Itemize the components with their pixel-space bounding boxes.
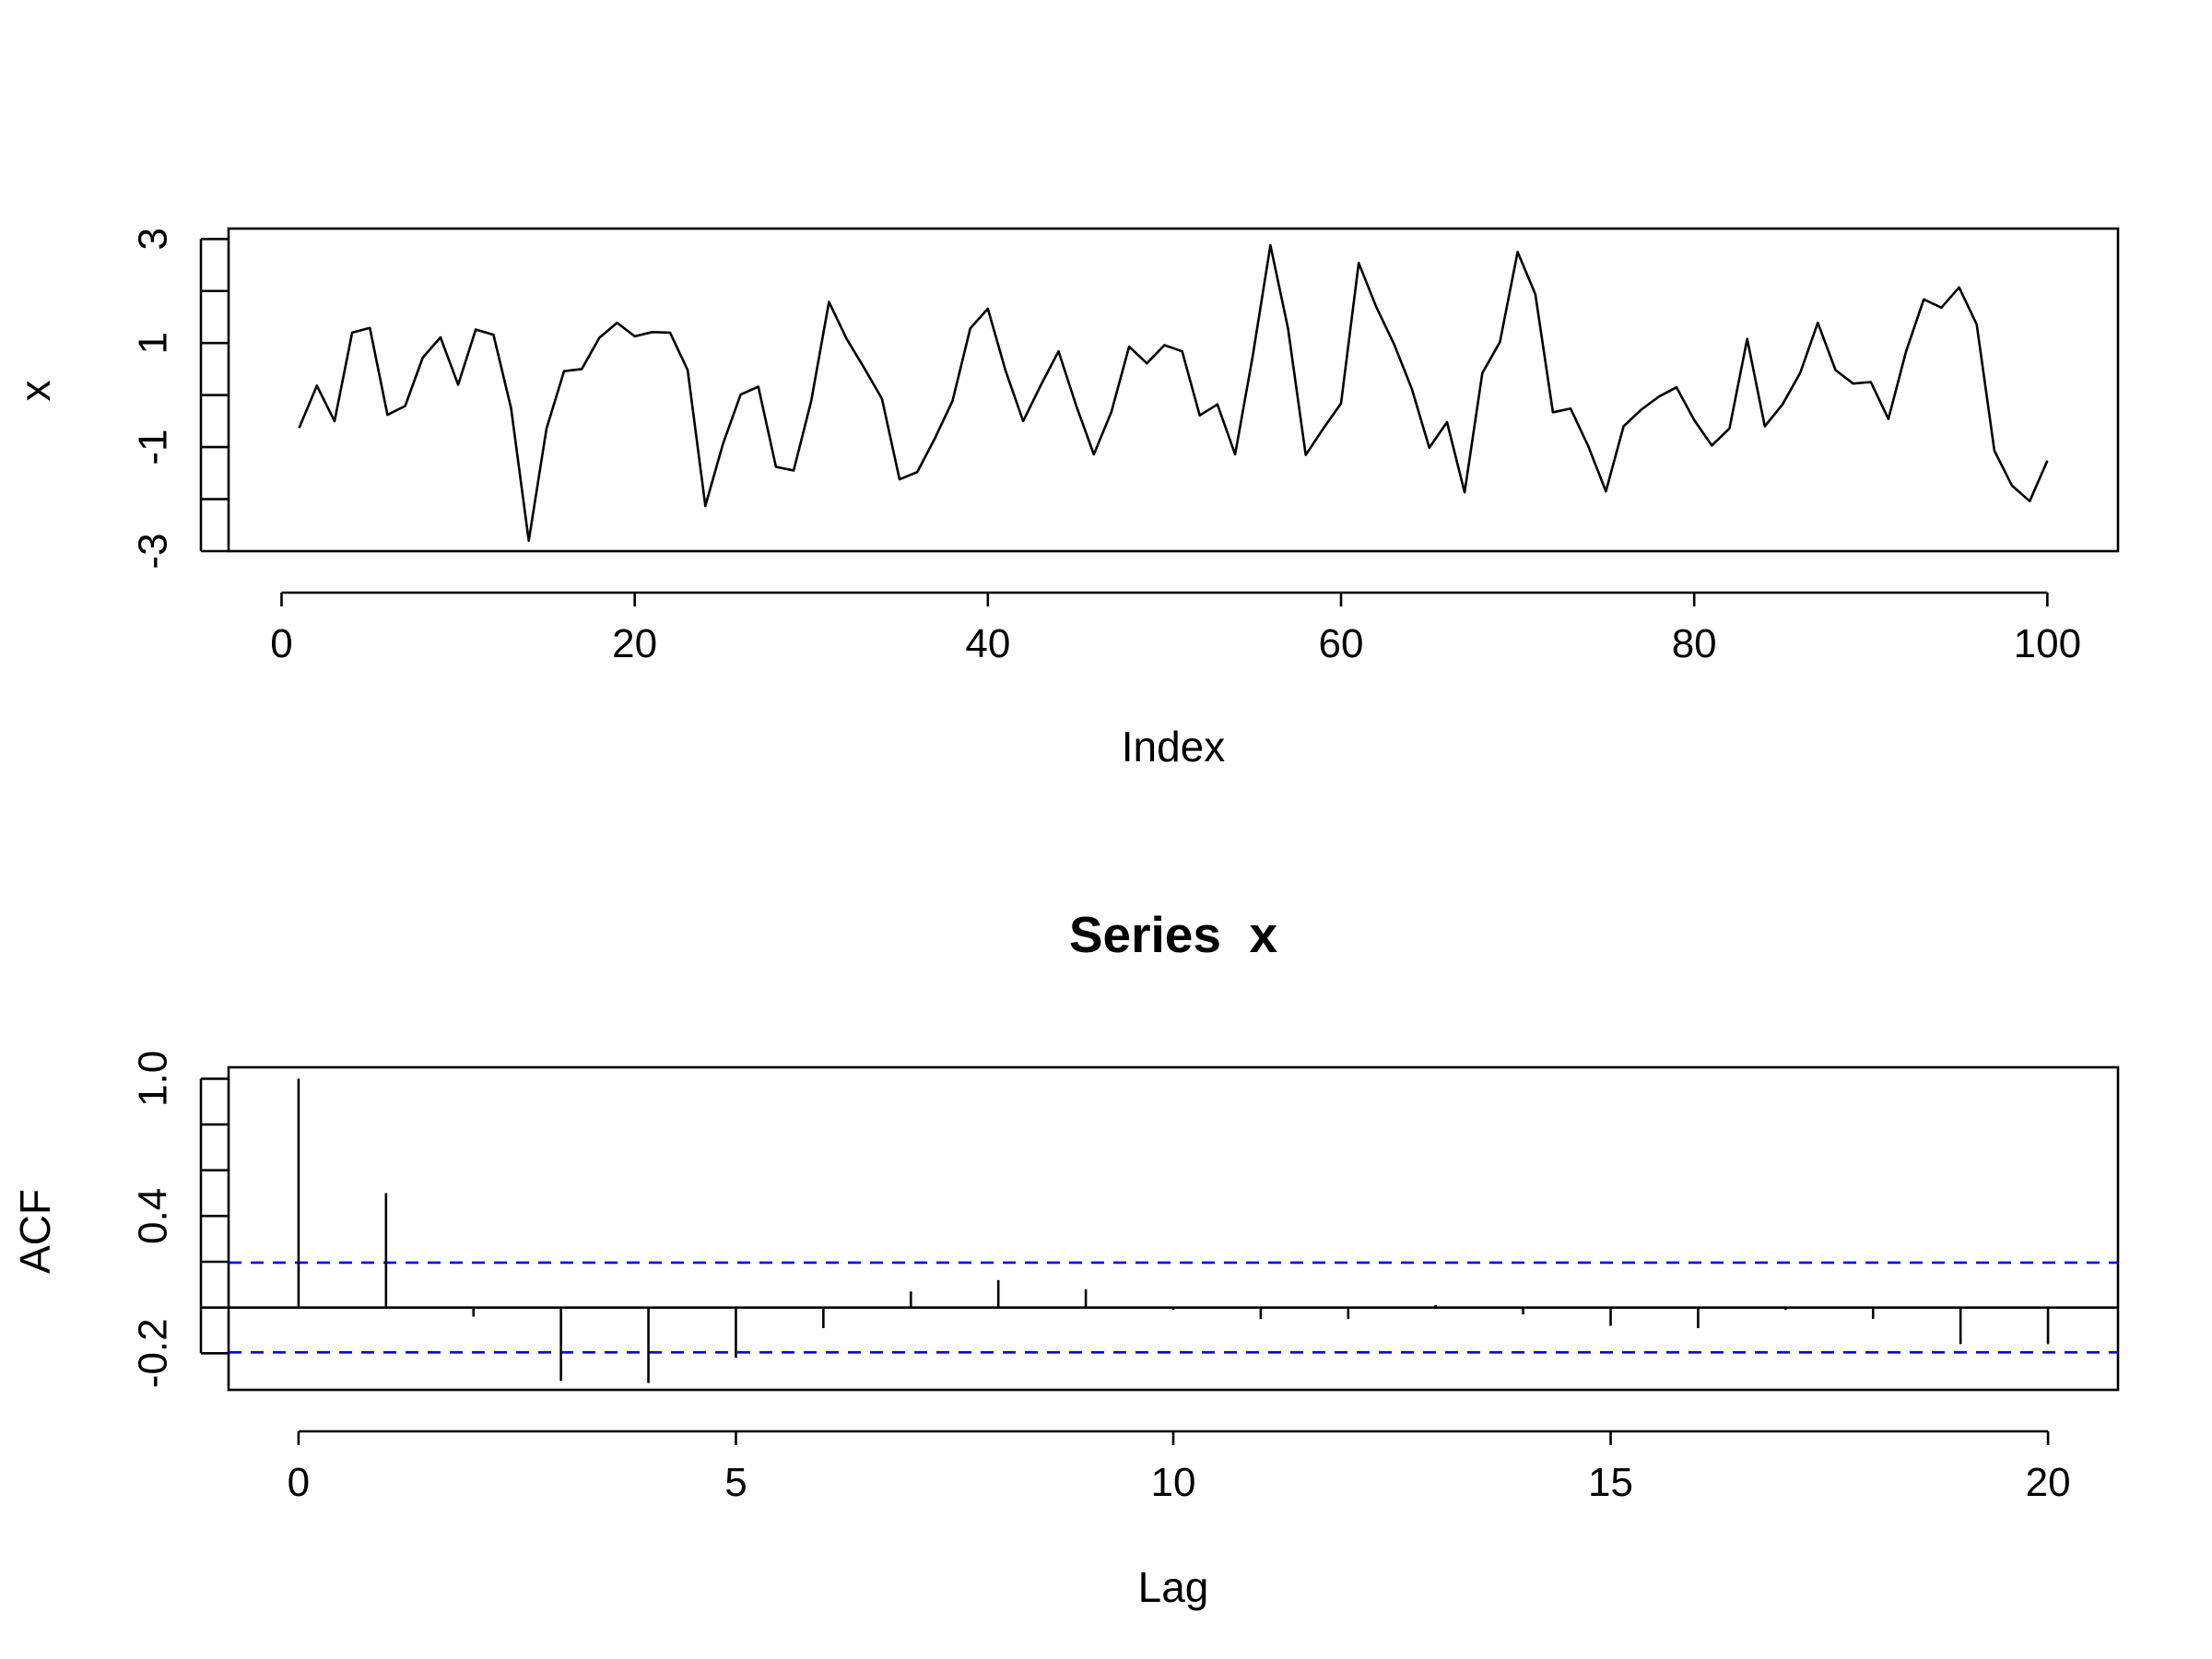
- time-series-y-tick-label: -1: [131, 429, 176, 465]
- acf-y-tick-label: 1.0: [131, 1051, 176, 1107]
- acf-plot-area: 0 5 10 15 20 -0.2 0.4 1.0: [131, 1051, 2120, 1505]
- time-series-y-tick-label: -3: [131, 533, 176, 569]
- acf-x-tick-label: 0: [288, 1460, 310, 1505]
- time-series-x-label: Index: [1122, 723, 1226, 771]
- acf-y-tick-label: 0.4: [131, 1188, 176, 1244]
- acf-panel: Series x 0 5 10 15 20 -0.2 0.4 1.0 Lag ACF: [11, 906, 2120, 1611]
- time-series-x-tick-label: 40: [965, 621, 1010, 666]
- acf-x-tick-label: 5: [724, 1460, 747, 1505]
- time-series-x-tick-label: 60: [1319, 621, 1364, 666]
- time-series-line: [298, 243, 2049, 543]
- acf-y-label: ACF: [11, 1189, 59, 1274]
- time-series-y-label: x: [11, 381, 59, 402]
- time-series-x-tick-label: 80: [1672, 621, 1717, 666]
- acf-x-tick-label: 15: [1588, 1460, 1633, 1505]
- acf-x-label: Lag: [1138, 1563, 1209, 1611]
- time-series-plot-area: 0 20 40 60 80 100 -3 -1 1 3: [131, 227, 2120, 666]
- time-series-x-tick-label: 20: [612, 621, 657, 666]
- acf-y-tick-label: -0.2: [131, 1318, 176, 1388]
- acf-title: Series x: [1069, 906, 1278, 963]
- time-series-panel: 0 20 40 60 80 100 -3 -1 1 3 Index x: [11, 227, 2120, 771]
- time-series-frame: [227, 227, 2120, 553]
- acf-frame: [227, 1065, 2120, 1392]
- acf-x-tick-label: 20: [2026, 1460, 2071, 1505]
- time-series-y-tick-label: 3: [131, 228, 176, 250]
- time-series-x-tick-label: 100: [2014, 621, 2081, 666]
- acf-x-tick-label: 10: [1151, 1460, 1196, 1505]
- time-series-x-tick-label: 0: [270, 621, 292, 666]
- time-series-y-tick-label: 1: [131, 332, 176, 354]
